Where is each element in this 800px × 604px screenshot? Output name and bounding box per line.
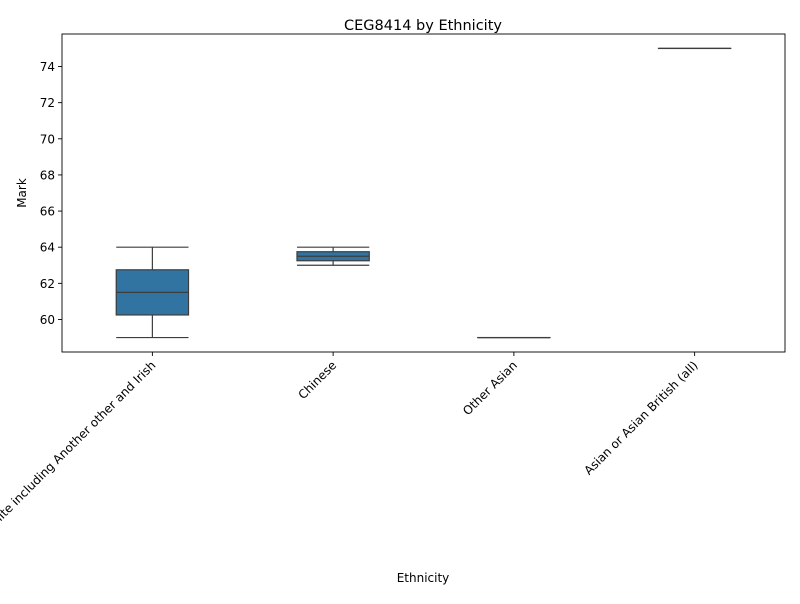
box-plot-box: [116, 247, 188, 337]
x-tick-label: Asian or Asian British (all): [581, 358, 700, 477]
y-tick-label: 72: [40, 96, 55, 110]
boxes-layer: [116, 48, 731, 337]
x-axis-label: Ethnicity: [397, 571, 450, 585]
y-tick-label: 68: [40, 168, 55, 182]
y-tick-label: 60: [40, 313, 55, 327]
chart-title: CEG8414 by Ethnicity: [344, 18, 502, 34]
y-axis-ticks: 60 62 64 66 68 70 72 74: [40, 60, 62, 327]
y-axis-label: Mark: [15, 178, 29, 208]
box-plot-box: [297, 247, 369, 265]
y-tick-label: 62: [40, 277, 55, 291]
y-tick-label: 70: [40, 132, 55, 146]
x-tick-label: White including Another other and Irish: [0, 358, 158, 535]
y-tick-label: 64: [40, 241, 55, 255]
x-tick-label: Chinese: [295, 358, 339, 402]
x-axis-ticks: White including Another other and Irish C…: [0, 352, 701, 535]
y-tick-label: 74: [40, 60, 55, 74]
x-tick-label: Other Asian: [460, 358, 520, 418]
y-tick-label: 66: [40, 205, 55, 219]
